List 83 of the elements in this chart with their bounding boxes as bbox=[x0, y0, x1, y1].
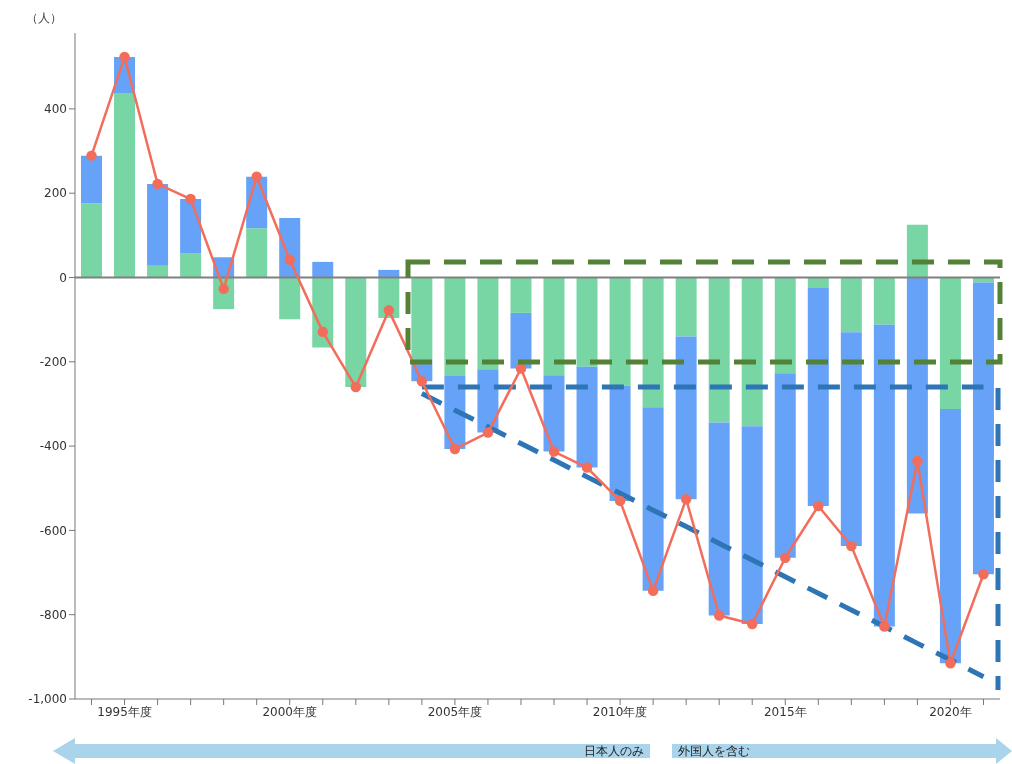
bar bbox=[939, 408, 961, 664]
point bbox=[581, 462, 593, 473]
bar bbox=[609, 385, 631, 501]
point bbox=[978, 568, 989, 580]
bar bbox=[741, 426, 763, 624]
bar bbox=[807, 288, 829, 506]
point bbox=[185, 193, 196, 205]
y-axis-title: （人） bbox=[26, 10, 62, 27]
x-tick-label: 2005年度 bbox=[427, 704, 483, 719]
bar bbox=[81, 203, 102, 278]
y-tick-label: -800 bbox=[39, 607, 67, 622]
y-tick-label: -1,000 bbox=[28, 692, 67, 707]
y-tick-label: -400 bbox=[39, 439, 67, 454]
point bbox=[746, 618, 758, 630]
bar bbox=[741, 277, 763, 427]
point bbox=[350, 381, 362, 393]
bar bbox=[279, 277, 301, 320]
bar bbox=[576, 366, 598, 468]
bar bbox=[609, 277, 631, 386]
bar bbox=[180, 253, 202, 278]
point bbox=[284, 254, 295, 266]
point bbox=[713, 610, 725, 621]
point bbox=[912, 455, 923, 467]
point bbox=[251, 171, 262, 182]
point bbox=[482, 427, 494, 438]
point bbox=[152, 178, 163, 190]
bar bbox=[510, 312, 532, 369]
y-tick-label: -600 bbox=[39, 523, 67, 538]
text: 外国人を含む bbox=[678, 743, 750, 760]
point bbox=[449, 443, 461, 455]
bar bbox=[840, 277, 862, 333]
point bbox=[515, 363, 527, 374]
point bbox=[680, 493, 692, 505]
x-tick-label: 2000年度 bbox=[262, 704, 318, 719]
bar bbox=[510, 277, 532, 313]
point bbox=[813, 500, 824, 512]
point bbox=[846, 540, 857, 552]
y-tick-label: 0 bbox=[59, 270, 67, 285]
point bbox=[780, 552, 791, 564]
bar bbox=[642, 407, 664, 591]
bar bbox=[444, 277, 466, 377]
x-tick-label: 2010年度 bbox=[592, 704, 648, 719]
bar bbox=[411, 277, 433, 361]
bar bbox=[246, 228, 268, 278]
point bbox=[879, 621, 890, 632]
y-tick-label: -200 bbox=[39, 355, 67, 370]
bar bbox=[543, 375, 565, 452]
bar bbox=[939, 277, 961, 409]
text: 日本人のみ bbox=[583, 743, 644, 760]
bar bbox=[675, 277, 697, 337]
point bbox=[119, 51, 130, 63]
bar bbox=[774, 277, 796, 374]
bar bbox=[675, 336, 697, 500]
y-tick-label: 400 bbox=[44, 102, 67, 117]
bar bbox=[840, 332, 862, 546]
bar bbox=[906, 277, 928, 514]
y-tick-label: 200 bbox=[44, 186, 67, 201]
bar bbox=[708, 422, 730, 616]
bar bbox=[873, 277, 895, 325]
point bbox=[647, 585, 659, 596]
bar bbox=[147, 183, 169, 266]
bar bbox=[873, 324, 895, 627]
bar bbox=[543, 277, 565, 376]
bar bbox=[708, 277, 730, 423]
bar bbox=[807, 277, 829, 289]
bar bbox=[180, 199, 202, 254]
point bbox=[548, 446, 560, 457]
x-tick-label: 2020年 bbox=[929, 704, 972, 719]
x-tick-label: 2015年 bbox=[763, 704, 807, 719]
point bbox=[614, 495, 626, 507]
point bbox=[945, 657, 956, 669]
bar bbox=[345, 277, 367, 388]
bar bbox=[774, 373, 796, 558]
point bbox=[317, 326, 329, 338]
bar bbox=[576, 277, 598, 367]
bar bbox=[642, 277, 664, 408]
x-tick-label: 1995年度 bbox=[97, 704, 152, 719]
bar bbox=[477, 277, 499, 370]
bar bbox=[114, 93, 136, 278]
point bbox=[86, 150, 97, 161]
point bbox=[416, 375, 428, 387]
bar bbox=[81, 155, 102, 204]
point bbox=[383, 305, 395, 316]
